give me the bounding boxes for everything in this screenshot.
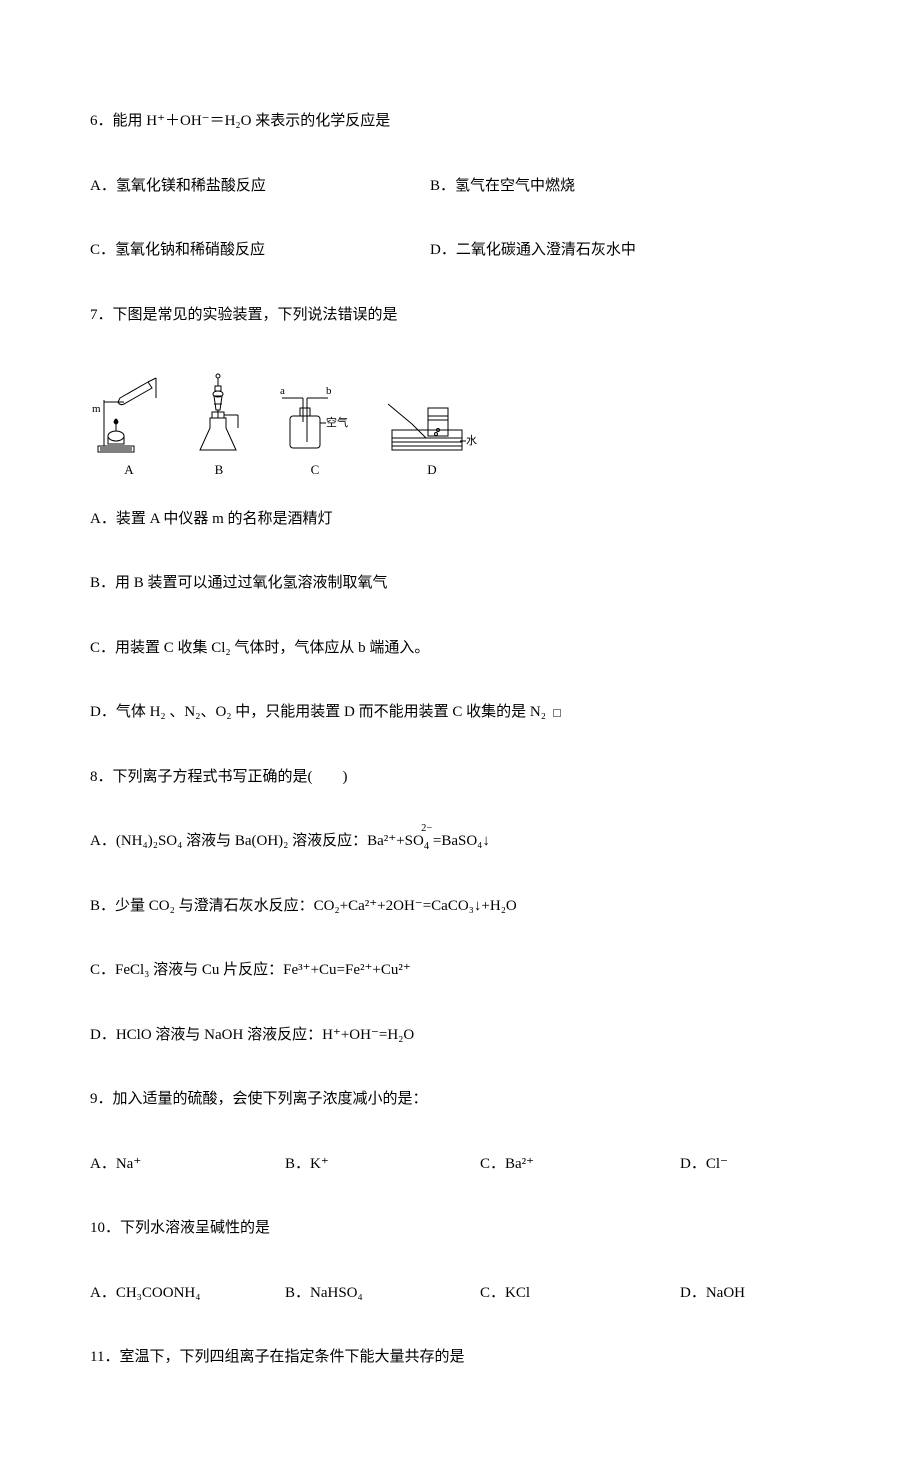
apparatus-b: B xyxy=(190,368,248,480)
apparatus-c-svg: a b 空气 xyxy=(270,368,360,456)
question-9: 9．加入适量的硫酸，会使下列离子浓度减小的是： A．Na⁺ B．K⁺ C．Ba²… xyxy=(90,1088,830,1175)
q11-stem: 11．室温下，下列四组离子在指定条件下能大量共存的是 xyxy=(90,1346,830,1369)
apparatus-d: 水 D xyxy=(382,368,482,480)
apparatus-b-svg xyxy=(190,368,248,456)
so4-sub: 4 xyxy=(424,841,429,852)
q6-row1: A．氢氧化镁和稀盐酸反应 B．氢气在空气中燃烧 xyxy=(90,175,830,198)
q7-stem: 7．下图是常见的实验装置，下列说法错误的是 xyxy=(90,304,830,327)
apparatus-d-svg: 水 xyxy=(382,368,482,456)
question-10: 10．下列水溶液呈碱性的是 A．CH₃COONH₄ B．NaHSO₄ C．KCl… xyxy=(90,1217,830,1304)
q7-opt-b: B．用 B 装置可以通过过氧化氢溶液制取氧气 xyxy=(90,572,830,595)
cursor-marker-icon xyxy=(553,709,561,717)
q10-opt-b: B．NaHSO₄ xyxy=(285,1282,480,1305)
q8-a-post: =BaSO₄↓ xyxy=(429,833,490,849)
q7-figures: m A xyxy=(90,368,830,480)
exam-page: 6．能用 H⁺＋OH⁻＝H₂O 来表示的化学反应是 A．氢氧化镁和稀盐酸反应 B… xyxy=(0,0,920,1471)
q10-opt-c: C．KCl xyxy=(480,1282,680,1305)
q7-opt-c: C．用装置 C 收集 Cl₂ 气体时，气体应从 b 端通入。 xyxy=(90,637,830,660)
label-air: 空气 xyxy=(326,415,348,429)
q9-opt-a: A．Na⁺ xyxy=(90,1153,285,1176)
apparatus-c: a b 空气 C xyxy=(270,368,360,480)
q7-opt-a: A．装置 A 中仪器 m 的名称是酒精灯 xyxy=(90,508,830,531)
q6-opt-a: A．氢氧化镁和稀盐酸反应 xyxy=(90,175,430,198)
cap-c: C xyxy=(311,460,320,480)
q7-opt-d-text: D．气体 H₂ 、N₂、O₂ 中，只能用装置 D 而不能用装置 C 收集的是 N… xyxy=(90,704,546,720)
q9-opts: A．Na⁺ B．K⁺ C．Ba²⁺ D．Cl⁻ xyxy=(90,1153,830,1176)
q7-opt-d: D．气体 H₂ 、N₂、O₂ 中，只能用装置 D 而不能用装置 C 收集的是 N… xyxy=(90,701,830,724)
q10-opt-a: A．CH₃COONH₄ xyxy=(90,1282,285,1305)
label-a: a xyxy=(280,385,285,397)
label-water: 水 xyxy=(466,434,477,447)
q8-stem: 8．下列离子方程式书写正确的是( ) xyxy=(90,766,830,789)
q10-stem: 10．下列水溶液呈碱性的是 xyxy=(90,1217,830,1240)
q6-opt-b: B．氢气在空气中燃烧 xyxy=(430,175,575,198)
q9-opt-d: D．Cl⁻ xyxy=(680,1153,728,1176)
q8-opt-d: D．HClO 溶液与 NaOH 溶液反应：H⁺+OH⁻=H₂O xyxy=(90,1024,830,1047)
q6-opt-d: D．二氧化碳通入澄清石灰水中 xyxy=(430,239,636,262)
label-b: b xyxy=(326,385,332,397)
q10-opt-d: D．NaOH xyxy=(680,1282,745,1305)
cap-b: B xyxy=(215,460,224,480)
cap-a: A xyxy=(124,460,133,480)
q6-row2: C．氢氧化钠和稀硝酸反应 D．二氧化碳通入澄清石灰水中 xyxy=(90,239,830,262)
apparatus-a: m A xyxy=(90,368,168,480)
q9-opt-b: B．K⁺ xyxy=(285,1153,480,1176)
question-6: 6．能用 H⁺＋OH⁻＝H₂O 来表示的化学反应是 A．氢氧化镁和稀盐酸反应 B… xyxy=(90,110,830,262)
question-11: 11．室温下，下列四组离子在指定条件下能大量共存的是 xyxy=(90,1346,830,1369)
q6-opt-c: C．氢氧化钠和稀硝酸反应 xyxy=(90,239,430,262)
q8-opt-c: C．FeCl₃ 溶液与 Cu 片反应：Fe³⁺+Cu=Fe²⁺+Cu²⁺ xyxy=(90,959,830,982)
question-7: 7．下图是常见的实验装置，下列说法错误的是 xyxy=(90,304,830,724)
so4-charge: 2− xyxy=(421,821,432,837)
q8-opt-a: A．(NH₄)₂SO₄ 溶液与 Ba(OH)₂ 溶液反应：Ba²⁺+SO2−4 … xyxy=(90,830,830,853)
cap-d: D xyxy=(427,460,436,480)
q8-a-pre: A．(NH₄)₂SO₄ 溶液与 Ba(OH)₂ 溶液反应：Ba²⁺+SO xyxy=(90,833,424,849)
q10-opts: A．CH₃COONH₄ B．NaHSO₄ C．KCl D．NaOH xyxy=(90,1282,830,1305)
q6-stem: 6．能用 H⁺＋OH⁻＝H₂O 来表示的化学反应是 xyxy=(90,110,830,133)
sulfate-ion: 2−4 xyxy=(424,830,429,853)
q8-opt-b: B．少量 CO₂ 与澄清石灰水反应：CO₂+Ca²⁺+2OH⁻=CaCO₃↓+H… xyxy=(90,895,830,918)
question-8: 8．下列离子方程式书写正确的是( ) A．(NH₄)₂SO₄ 溶液与 Ba(OH… xyxy=(90,766,830,1047)
q9-stem: 9．加入适量的硫酸，会使下列离子浓度减小的是： xyxy=(90,1088,830,1111)
apparatus-a-svg: m xyxy=(90,368,168,456)
label-m: m xyxy=(92,403,101,415)
q9-opt-c: C．Ba²⁺ xyxy=(480,1153,680,1176)
